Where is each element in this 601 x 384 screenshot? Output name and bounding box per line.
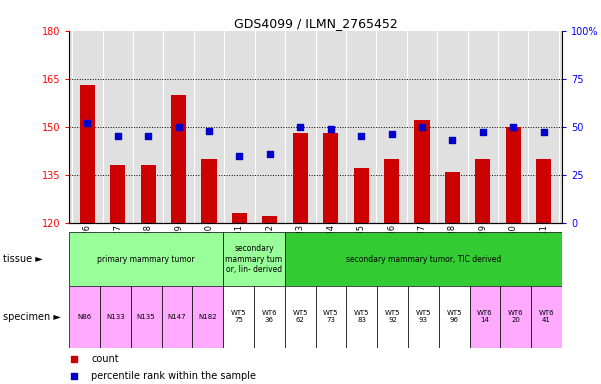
Bar: [232, 213, 247, 223]
Point: [326, 126, 335, 132]
Point: [69, 373, 79, 379]
Point: [204, 127, 214, 134]
Point: [387, 131, 397, 137]
Bar: [475, 159, 490, 223]
Bar: [285, 286, 316, 348]
Bar: [346, 286, 377, 348]
Bar: [439, 286, 469, 348]
Bar: [531, 286, 562, 348]
Text: primary mammary tumor: primary mammary tumor: [97, 255, 195, 264]
Bar: [408, 286, 439, 348]
Bar: [223, 286, 254, 348]
Point: [265, 151, 275, 157]
Point: [356, 133, 366, 139]
Point: [234, 152, 244, 159]
Bar: [293, 133, 308, 223]
Text: N86: N86: [78, 314, 91, 320]
Bar: [501, 286, 531, 348]
Bar: [323, 133, 338, 223]
Text: WT6
14: WT6 14: [477, 310, 493, 323]
Bar: [254, 286, 285, 348]
Text: WT6
36: WT6 36: [261, 310, 277, 323]
Text: WT5
83: WT5 83: [354, 310, 370, 323]
Text: WT6
41: WT6 41: [538, 310, 554, 323]
Point: [296, 124, 305, 130]
Title: GDS4099 / ILMN_2765452: GDS4099 / ILMN_2765452: [234, 17, 397, 30]
Bar: [80, 85, 95, 223]
Point: [113, 133, 123, 139]
Text: WT5
75: WT5 75: [231, 310, 246, 323]
Bar: [223, 232, 285, 286]
Text: N182: N182: [198, 314, 217, 320]
Point: [478, 129, 487, 136]
Bar: [141, 165, 156, 223]
Point: [144, 133, 153, 139]
Bar: [384, 159, 399, 223]
Point: [448, 137, 457, 143]
Bar: [131, 286, 162, 348]
Bar: [100, 286, 131, 348]
Text: percentile rank within the sample: percentile rank within the sample: [91, 371, 256, 381]
Bar: [377, 286, 408, 348]
Text: WT5
93: WT5 93: [415, 310, 431, 323]
Text: N147: N147: [168, 314, 186, 320]
Point: [417, 124, 427, 130]
Bar: [316, 286, 346, 348]
Text: tissue ►: tissue ►: [3, 254, 43, 264]
Bar: [445, 172, 460, 223]
Text: WT5
92: WT5 92: [385, 310, 400, 323]
Point: [508, 124, 518, 130]
Point: [69, 356, 79, 362]
Text: WT5
96: WT5 96: [447, 310, 462, 323]
Bar: [536, 159, 551, 223]
Bar: [110, 165, 126, 223]
Text: secondary
mammary tum
or, lin- derived: secondary mammary tum or, lin- derived: [225, 244, 282, 274]
Point: [82, 120, 92, 126]
Text: WT5
73: WT5 73: [323, 310, 339, 323]
Bar: [469, 286, 501, 348]
Text: N135: N135: [137, 314, 156, 320]
Text: count: count: [91, 354, 119, 364]
Bar: [285, 232, 562, 286]
Bar: [262, 216, 278, 223]
Bar: [505, 127, 521, 223]
Text: specimen ►: specimen ►: [3, 312, 61, 322]
Bar: [162, 286, 192, 348]
Bar: [171, 95, 186, 223]
Bar: [201, 159, 216, 223]
Bar: [69, 232, 223, 286]
Text: WT5
62: WT5 62: [292, 310, 308, 323]
Point: [539, 129, 549, 136]
Text: WT6
20: WT6 20: [508, 310, 523, 323]
Text: secondary mammary tumor, TIC derived: secondary mammary tumor, TIC derived: [346, 255, 501, 264]
Bar: [353, 168, 369, 223]
Bar: [415, 120, 430, 223]
Bar: [69, 286, 100, 348]
Bar: [192, 286, 223, 348]
Text: N133: N133: [106, 314, 124, 320]
Point: [174, 124, 183, 130]
